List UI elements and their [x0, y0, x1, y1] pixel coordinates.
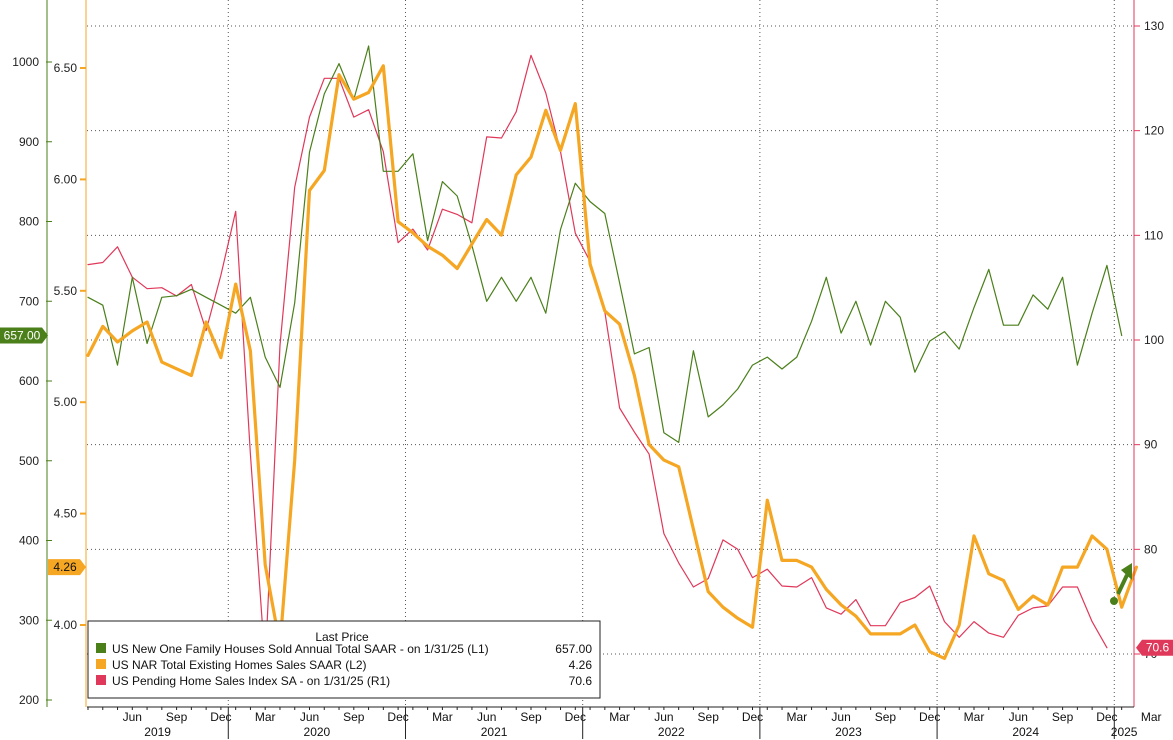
x-year-label: 2025	[1111, 725, 1138, 739]
axis-r1-tick-label: 110	[1144, 228, 1163, 242]
x-month-label: Sep	[520, 710, 542, 724]
tag-r1: 70.6	[1136, 639, 1173, 656]
axis-r1-tick-label: 120	[1144, 124, 1164, 138]
x-year-label: 2019	[144, 725, 171, 739]
x-month-label: Sep	[343, 710, 365, 724]
axis-l2-tick-label: 5.50	[54, 284, 78, 298]
x-month-label: Jun	[654, 710, 673, 724]
x-month-label: Sep	[698, 710, 720, 724]
x-month-label: Mar	[609, 710, 630, 724]
x-month-label: Mar	[1141, 710, 1162, 724]
legend-box: Last Price US New One Family Houses Sold…	[87, 620, 601, 699]
x-year-label: 2022	[658, 725, 685, 739]
x-month-label: Dec	[387, 710, 408, 724]
trend-arrow-icon	[1110, 563, 1132, 605]
series-line-l2	[86, 64, 1139, 661]
axes-layer: 200 300 400 500 600 700 800 900 1000 4.00 4.50 5.00…	[12, 0, 1164, 707]
tag-l1: 657.00	[0, 327, 48, 344]
x-month-label: Jun	[123, 710, 142, 724]
axis-l1-tick-label: 500	[19, 454, 39, 468]
axis-l2-tick-label: 6.50	[54, 61, 78, 75]
x-year-label: 2021	[481, 725, 508, 739]
legend-swatch	[96, 675, 106, 685]
legend-title: Last Price	[315, 630, 369, 644]
legend-entries: US New One Family Houses Sold Annual Tot…	[96, 642, 592, 688]
axis-l2-tick-label: 4.50	[54, 507, 78, 521]
legend-frame	[87, 620, 601, 699]
tag-l2-shape	[48, 559, 86, 576]
axis-l1-tick-label: 900	[19, 135, 39, 149]
axis-r1-tick-label: 100	[1144, 333, 1164, 347]
x-month-label: Mar	[964, 710, 985, 724]
axis-r1-tick-label: 130	[1144, 19, 1164, 33]
series-line-l1	[87, 45, 1123, 443]
x-month-label: Jun	[477, 710, 496, 724]
x-month-label: Dec	[565, 710, 586, 724]
last-value-tags: 657.00 4.26 70.6	[0, 327, 1173, 656]
x-month-label: Mar	[255, 710, 276, 724]
tag-l1-text: 657.00	[4, 329, 41, 343]
legend-swatch	[96, 659, 106, 669]
x-month-label: Sep	[166, 710, 188, 724]
axis-l2-tick-label: 6.00	[54, 172, 78, 186]
trend-arrow-shaft	[1116, 574, 1129, 595]
x-month-label: Dec	[1096, 710, 1117, 724]
series-layer	[86, 45, 1139, 666]
x-month-label: Dec	[919, 710, 940, 724]
axis-l2-tick-label: 5.00	[54, 395, 78, 409]
x-axis: Jun Sep Dec Mar Jun Sep Dec Mar Jun Sep Dec Mar Jun S…	[87, 706, 1162, 739]
axis-l1-tick-label: 200	[19, 693, 39, 707]
x-year-label: 2020	[304, 725, 331, 739]
x-month-label: Sep	[875, 710, 897, 724]
legend-label: US NAR Total Existing Homes Sales SAAR (…	[112, 658, 367, 672]
legend-label: US Pending Home Sales Index SA - on 1/31…	[112, 674, 390, 688]
x-month-label: Dec	[210, 710, 231, 724]
axis-l1-tick-label: 700	[19, 294, 39, 308]
axis-l1-tick-label: 400	[19, 534, 39, 548]
x-month-label: Sep	[1052, 710, 1074, 724]
tag-l2: 4.26	[48, 559, 86, 576]
x-month-label: Jun	[300, 710, 319, 724]
legend-value: 657.00	[555, 642, 592, 656]
trend-dot	[1110, 597, 1118, 605]
axis-r1-tick-label: 90	[1144, 438, 1158, 452]
axis-l2-tick-label: 4.00	[54, 618, 78, 632]
x-year-label: 2024	[1012, 725, 1039, 739]
trend-arrow-head	[1121, 563, 1132, 580]
x-month-label: Dec	[742, 710, 763, 724]
x-month-label: Mar	[432, 710, 453, 724]
legend-value: 4.26	[569, 658, 593, 672]
axis-l1-tick-label: 1000	[12, 55, 39, 69]
axis-l1-tick-label: 600	[19, 374, 39, 388]
x-month-label: Mar	[786, 710, 807, 724]
axis-r1-tick-label: 80	[1144, 542, 1158, 556]
axis-l1-tick-label: 800	[19, 215, 39, 229]
tag-l1-shape	[0, 327, 48, 344]
legend-value: 70.6	[569, 674, 593, 688]
tag-r1-text: 70.6	[1146, 641, 1170, 655]
legend-swatch	[96, 643, 106, 653]
x-month-label: Jun	[1009, 710, 1028, 724]
x-month-label: Jun	[831, 710, 850, 724]
tag-l2-text: 4.26	[53, 560, 77, 574]
legend-label: US New One Family Houses Sold Annual Tot…	[112, 642, 489, 656]
series-line-r1	[87, 54, 1108, 666]
x-year-label: 2023	[835, 725, 862, 739]
tag-r1-shape	[1136, 639, 1173, 656]
axis-l1-tick-label: 300	[19, 613, 39, 627]
